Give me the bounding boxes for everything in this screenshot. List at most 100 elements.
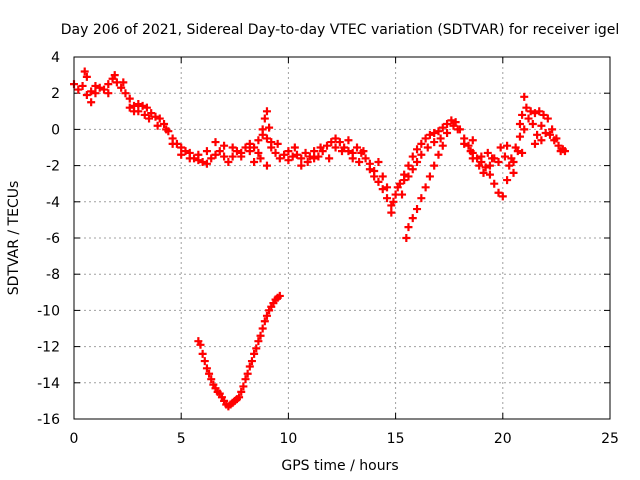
chart-title: Day 206 of 2021, Sidereal Day-to-day VTE… (61, 22, 620, 38)
data-point (142, 103, 151, 112)
data-point (262, 107, 271, 116)
data-point (200, 357, 209, 366)
data-point (271, 148, 280, 157)
data-point (475, 161, 484, 170)
data-point (104, 80, 113, 89)
data-point (430, 129, 439, 138)
data-point (202, 159, 211, 168)
data-point (256, 331, 265, 340)
data-point (483, 148, 492, 157)
data-point (378, 172, 387, 181)
data-point (198, 157, 207, 166)
data-point (237, 387, 246, 396)
data-point (528, 119, 537, 128)
data-point (119, 78, 128, 87)
data-point (314, 152, 323, 161)
data-point (140, 110, 149, 119)
data-point (393, 183, 402, 192)
data-point (252, 344, 261, 353)
data-point (443, 119, 452, 128)
data-point (443, 129, 452, 138)
data-point (168, 139, 177, 148)
data-point (485, 170, 494, 179)
data-point (202, 147, 211, 156)
y-tick-label: -2 (46, 159, 60, 175)
data-point (138, 101, 147, 110)
data-point (284, 156, 293, 165)
data-point (541, 129, 550, 138)
data-point (145, 114, 154, 123)
data-point (95, 83, 104, 92)
data-point (297, 161, 306, 170)
y-tick-label: -10 (37, 303, 60, 319)
data-point (425, 130, 434, 139)
y-tick-label: -6 (46, 231, 60, 247)
data-point (509, 168, 518, 177)
data-point (267, 138, 276, 147)
data-point (503, 141, 512, 150)
data-point (335, 138, 344, 147)
data-point (365, 165, 374, 174)
data-point (134, 100, 143, 109)
data-point (560, 147, 569, 156)
data-point (327, 138, 336, 147)
data-point (466, 147, 475, 156)
data-point (500, 152, 509, 161)
data-point (344, 136, 353, 145)
data-point (348, 154, 357, 163)
data-point (310, 147, 319, 156)
data-point (228, 143, 237, 152)
data-point (241, 375, 250, 384)
data-point (228, 152, 237, 161)
data-point (151, 112, 160, 121)
data-point (258, 324, 267, 333)
data-point (479, 168, 488, 177)
x-tick-label: 20 (494, 431, 512, 447)
data-point (515, 119, 524, 128)
data-point (509, 157, 518, 166)
data-point (87, 98, 96, 107)
y-tick-label: -8 (46, 267, 60, 283)
data-point (389, 197, 398, 206)
data-point (338, 147, 346, 156)
data-point (153, 121, 162, 130)
data-point (284, 147, 293, 156)
data-point (520, 92, 529, 101)
data-point (515, 132, 524, 141)
data-point (430, 161, 439, 170)
data-point (160, 119, 169, 128)
data-point (275, 291, 284, 300)
data-point (100, 85, 109, 94)
data-point (353, 143, 362, 152)
data-point (265, 123, 274, 132)
x-tick-label: 10 (279, 431, 297, 447)
data-point (490, 179, 499, 188)
data-point (359, 147, 368, 156)
data-point (434, 127, 443, 136)
data-point (260, 114, 269, 123)
data-point (245, 362, 254, 371)
data-point (468, 136, 477, 145)
data-point (305, 152, 314, 161)
data-point (275, 154, 284, 163)
data-point (505, 161, 514, 170)
data-point (258, 125, 267, 134)
data-point (453, 125, 462, 134)
data-point (91, 89, 100, 98)
y-tick-label: -4 (46, 195, 60, 211)
data-point (400, 176, 409, 185)
data-point (177, 150, 186, 159)
data-point (423, 143, 432, 152)
data-point (117, 83, 126, 92)
data-point (408, 152, 417, 161)
data-point (316, 143, 325, 152)
data-point (494, 188, 503, 197)
data-point (413, 205, 422, 214)
data-point (207, 154, 216, 163)
data-point (273, 139, 282, 148)
data-point (215, 147, 224, 156)
data-point (254, 148, 263, 157)
data-point (125, 103, 134, 112)
data-point (539, 110, 548, 119)
data-point (449, 121, 458, 130)
